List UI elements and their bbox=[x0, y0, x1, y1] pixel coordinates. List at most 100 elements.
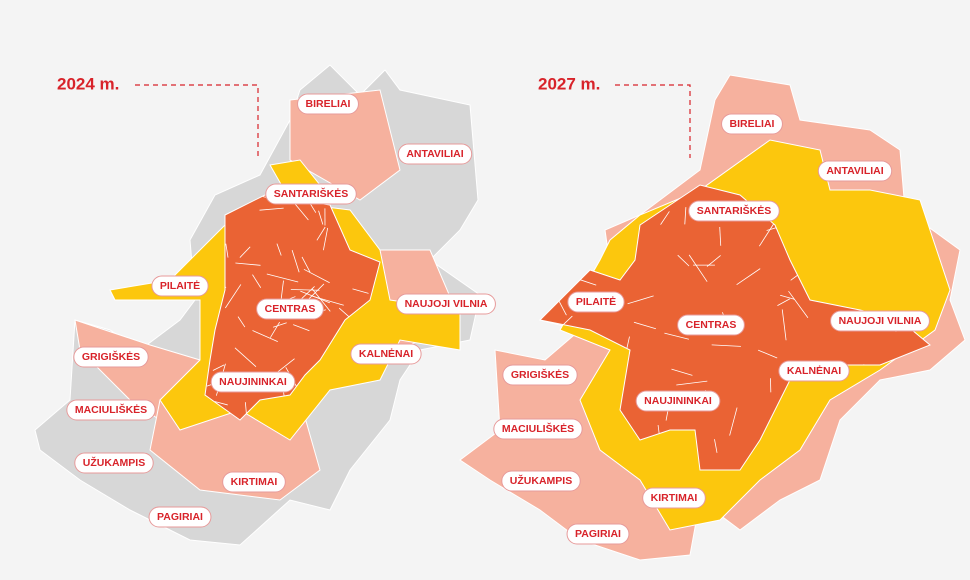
district-border bbox=[919, 185, 930, 197]
label-pill bbox=[151, 275, 209, 297]
district-border bbox=[677, 254, 690, 267]
district-border bbox=[252, 274, 262, 288]
label-text: NAUJOJI VILNIA bbox=[839, 315, 922, 327]
district-border bbox=[870, 405, 879, 437]
district-border bbox=[780, 294, 795, 300]
district-border bbox=[711, 344, 741, 347]
district-label: MACIULIŠKĖS bbox=[66, 399, 156, 421]
district-border bbox=[234, 347, 257, 368]
label-text: ANTAVILIAI bbox=[826, 165, 883, 177]
district-border bbox=[777, 298, 790, 307]
district-label: GRIGIŠKĖS bbox=[502, 364, 578, 386]
district-border bbox=[714, 439, 718, 453]
district-label: BIRELIAI bbox=[297, 93, 359, 115]
district-border bbox=[266, 273, 299, 283]
label-pill bbox=[830, 310, 930, 332]
district-border bbox=[671, 368, 693, 376]
district-border bbox=[627, 295, 654, 305]
label-text: SANTARIŠKĖS bbox=[697, 204, 771, 217]
district-border bbox=[322, 227, 329, 251]
label-text: NAUJOJI VILNIA bbox=[405, 298, 488, 310]
region bbox=[289, 89, 401, 201]
label-pill bbox=[66, 399, 156, 421]
district-label: BIRELIAI bbox=[721, 113, 783, 135]
district-border bbox=[660, 211, 670, 225]
district-border bbox=[318, 210, 324, 225]
district-border bbox=[269, 321, 280, 338]
label-text: SANTARIŠKĖS bbox=[274, 187, 348, 200]
district-border bbox=[676, 380, 708, 386]
label-pill bbox=[688, 200, 780, 222]
label-text: PAGIRIAI bbox=[157, 511, 203, 523]
district-border bbox=[736, 268, 761, 285]
label-pill bbox=[74, 452, 154, 474]
district-border bbox=[316, 226, 326, 241]
label-pill bbox=[635, 390, 721, 412]
label-text: NAUJININKAI bbox=[644, 395, 712, 407]
map-title: 2024 m. bbox=[57, 74, 119, 93]
district-label: PILAITĖ bbox=[567, 291, 625, 313]
label-pill bbox=[567, 291, 625, 313]
district-borders bbox=[205, 195, 380, 420]
label-pill bbox=[297, 93, 359, 115]
label-text: KIRTIMAI bbox=[231, 476, 278, 488]
district-border bbox=[858, 403, 873, 426]
district-border bbox=[558, 228, 583, 237]
district-label: KALNĖNAI bbox=[350, 343, 422, 365]
district-border bbox=[352, 288, 369, 294]
district-label: PAGIRIAI bbox=[148, 506, 212, 528]
label-text: GRIGIŠKĖS bbox=[82, 350, 140, 363]
district-border bbox=[235, 262, 261, 266]
label-pill bbox=[493, 418, 583, 440]
district-border bbox=[293, 202, 309, 221]
district-label: UŽUKAMPIS bbox=[74, 452, 154, 474]
district-border bbox=[706, 255, 721, 267]
label-pill bbox=[677, 314, 745, 336]
district-label: PAGIRIAI bbox=[566, 523, 630, 545]
district-border bbox=[272, 322, 287, 328]
district-border bbox=[684, 207, 687, 225]
district-border bbox=[237, 316, 246, 328]
label-text: PAGIRIAI bbox=[575, 528, 621, 540]
label-text: BIRELIAI bbox=[306, 98, 351, 110]
district-border bbox=[291, 250, 300, 273]
district-border bbox=[729, 407, 738, 436]
label-pill bbox=[350, 343, 422, 365]
label-pill bbox=[501, 470, 581, 492]
label-text: UŽUKAMPIS bbox=[510, 474, 572, 487]
district-border bbox=[301, 256, 311, 273]
label-text: GRIGIŠKĖS bbox=[511, 368, 569, 381]
district-label: PILAITĖ bbox=[151, 275, 209, 297]
district-border bbox=[540, 253, 554, 262]
district-border bbox=[568, 185, 599, 198]
district-border bbox=[259, 207, 284, 211]
label-pill bbox=[778, 360, 850, 382]
district-label: SANTARIŠKĖS bbox=[265, 183, 357, 205]
district-border bbox=[239, 246, 251, 258]
label-text: KIRTIMAI bbox=[651, 492, 698, 504]
label-text: CENTRAS bbox=[265, 303, 316, 315]
label-text: KALNĖNAI bbox=[359, 347, 413, 360]
label-text: UŽUKAMPIS bbox=[83, 456, 145, 469]
label-pill bbox=[817, 160, 893, 182]
label-text: MACIULIŠKĖS bbox=[502, 422, 574, 435]
district-border bbox=[688, 254, 708, 282]
district-border bbox=[530, 326, 532, 338]
label-text: PILAITĖ bbox=[160, 279, 200, 292]
district-border bbox=[303, 268, 330, 284]
district-border bbox=[563, 222, 581, 233]
district-label: CENTRAS bbox=[256, 298, 324, 320]
leader-line bbox=[135, 84, 259, 158]
district-label: NAUJININKAI bbox=[210, 371, 296, 393]
district-label: GRIGIŠKĖS bbox=[73, 346, 149, 368]
district-border bbox=[562, 185, 586, 207]
district-border bbox=[212, 364, 225, 371]
district-border bbox=[252, 330, 278, 342]
district-label: ANTAVILIAI bbox=[397, 143, 473, 165]
label-pill bbox=[148, 506, 212, 528]
label-pill bbox=[642, 487, 706, 509]
label-text: PILAITĖ bbox=[576, 295, 616, 308]
district-border bbox=[562, 315, 573, 326]
district-border bbox=[214, 401, 228, 406]
label-pill bbox=[396, 293, 496, 315]
